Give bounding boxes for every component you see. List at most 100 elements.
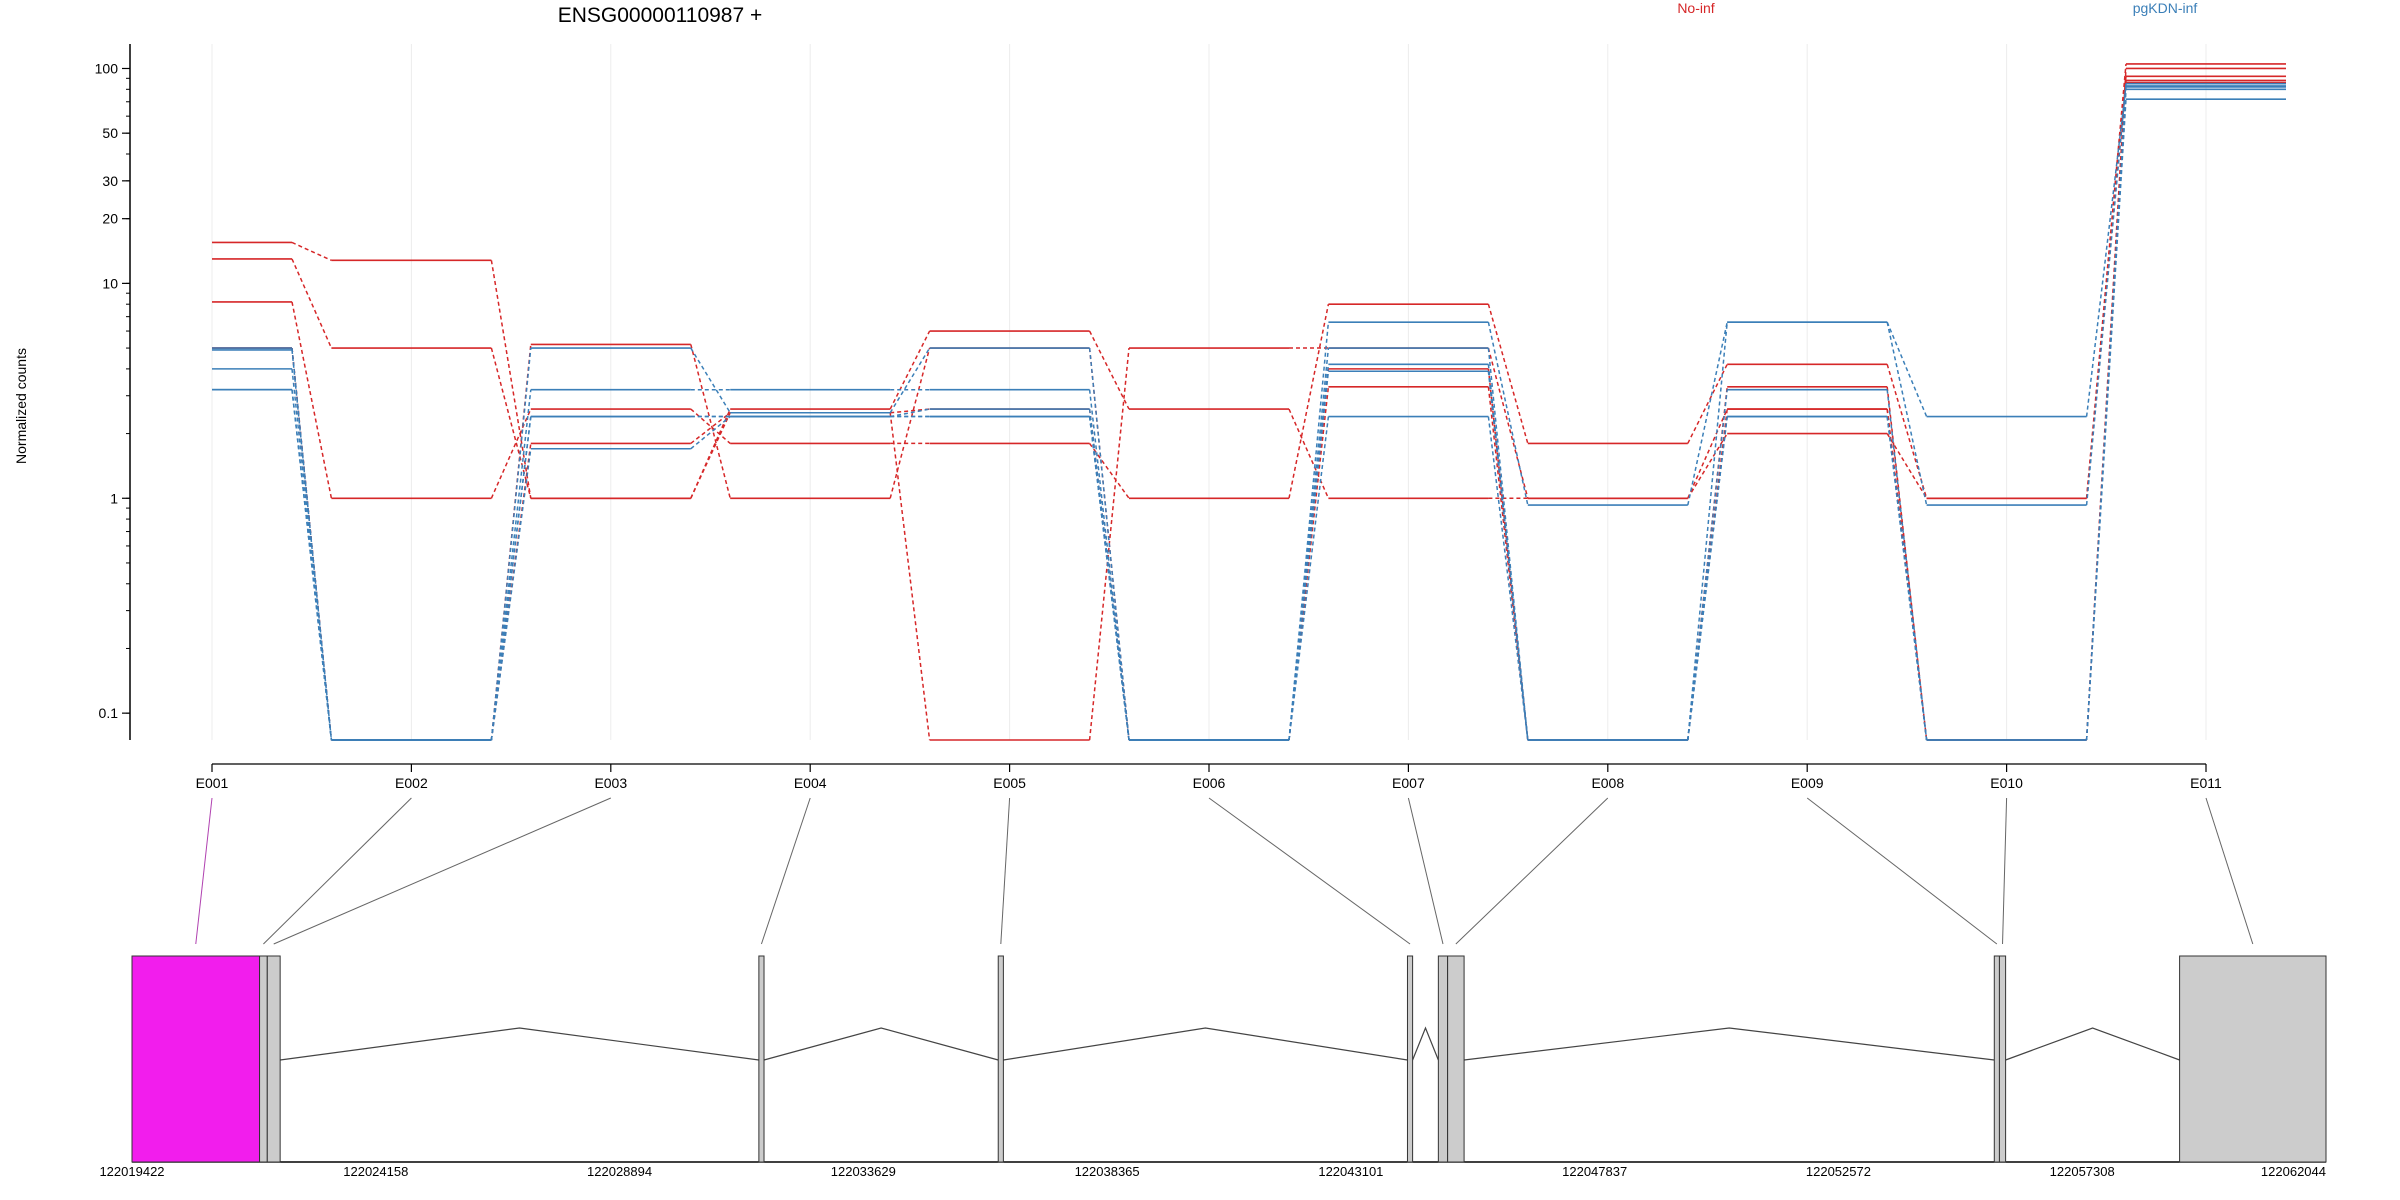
series-pgkdn-inf xyxy=(212,85,2286,741)
exon-transition xyxy=(1088,330,1130,410)
series-pgkdn-inf xyxy=(212,98,2286,741)
exon-connector xyxy=(1000,797,1011,945)
exon-transition xyxy=(2085,85,2127,417)
intron-line xyxy=(1412,1026,1439,1061)
intron-line xyxy=(763,1027,999,1061)
x-tick-label: E003 xyxy=(594,775,627,791)
exon-transition xyxy=(490,260,532,499)
exon-transition xyxy=(291,301,333,499)
genomic-tick-label: 122047837 xyxy=(1562,1164,1627,1179)
genomic-tick-label: 122024158 xyxy=(343,1164,408,1179)
chart-title: ENSG00000110987 + xyxy=(558,4,763,27)
series-no-inf xyxy=(212,63,2286,741)
exon-connector-lines xyxy=(195,797,2254,945)
series-no-inf xyxy=(212,79,2286,741)
exon-transition xyxy=(2085,83,2127,506)
exon-transition xyxy=(690,408,731,444)
intron-line xyxy=(280,1027,759,1061)
exon-transition xyxy=(1886,433,1928,499)
exon-transition xyxy=(1687,416,1728,741)
genomic-axis: 122019422 122024158 122028894 122033629 1220… xyxy=(99,1164,2326,1179)
exon-block-e009 xyxy=(1993,955,2000,1163)
exon-transition xyxy=(291,389,333,741)
exon-connector xyxy=(1407,797,1444,945)
exon-transition xyxy=(690,412,731,444)
exon-block-e001 xyxy=(131,955,261,1163)
exon-block-e002 xyxy=(259,955,268,1163)
y-tick-label: 50 xyxy=(102,125,118,141)
x-tick-label: E004 xyxy=(794,775,827,791)
x-tick-label: E010 xyxy=(1990,775,2023,791)
exon-transition xyxy=(1288,408,1330,499)
exon-transition xyxy=(1088,416,1130,741)
exon-transition xyxy=(690,347,731,414)
genomic-tick-label: 122052572 xyxy=(1806,1164,1871,1179)
series-pgkdn-inf xyxy=(212,86,2286,741)
x-tick-label: E005 xyxy=(993,775,1026,791)
exon-transition xyxy=(1088,347,1130,741)
exon-transition xyxy=(490,347,532,499)
x-tick-label: E006 xyxy=(1193,775,1226,791)
exon-block-e006 xyxy=(1406,955,1414,1163)
exon-transition xyxy=(1288,416,1330,741)
exon-transition xyxy=(1288,386,1330,741)
exon-transition xyxy=(490,416,532,741)
exon-transition xyxy=(690,344,731,499)
exon-block-e008 xyxy=(1447,955,1465,1163)
exon-transition xyxy=(291,258,333,349)
exon-connector xyxy=(263,797,412,945)
x-tick-label: E002 xyxy=(395,775,428,791)
y-tick-label: 30 xyxy=(102,173,118,189)
y-tick-label: 20 xyxy=(102,211,118,227)
y-tick-label: 1 xyxy=(110,490,118,506)
exon-transition xyxy=(690,408,731,499)
y-tick-label: 100 xyxy=(95,60,119,76)
x-axis: E001 E002 E003 E004 E005 E006 E007 E008 E009 E010… xyxy=(196,763,2222,791)
exon-transition xyxy=(291,241,332,262)
x-tick-label: E009 xyxy=(1791,775,1824,791)
exon-connector xyxy=(273,797,611,945)
genomic-tick-label: 122038365 xyxy=(1075,1164,1140,1179)
exon-transition xyxy=(1687,363,1728,444)
exon-connector xyxy=(1806,797,1998,945)
exon-block-e010 xyxy=(1998,955,2007,1163)
genomic-tick-label: 122043101 xyxy=(1318,1164,1383,1179)
exon-transition xyxy=(890,408,930,418)
exon-transition xyxy=(1088,389,1130,741)
genomic-tick-label: 122028894 xyxy=(587,1164,652,1179)
exon-transition xyxy=(1088,442,1130,499)
exon-connector xyxy=(2205,797,2254,945)
series-lines xyxy=(212,63,2286,741)
y-axis: 0.1 1 10 20 30 50 100 xyxy=(95,44,131,740)
x-tick-label: E011 xyxy=(2190,775,2222,791)
exon-transition xyxy=(890,408,930,414)
exon-connector xyxy=(2002,797,2008,945)
exon-transition xyxy=(889,330,931,410)
exon-transition xyxy=(1487,347,1529,741)
exon-transition xyxy=(1687,408,1728,499)
x-tick-label: E008 xyxy=(1591,775,1624,791)
y-tick-label: 0.1 xyxy=(99,705,119,721)
exon-connector xyxy=(760,797,811,945)
exon-transition xyxy=(490,347,532,741)
exon-transition xyxy=(490,408,532,499)
exon-connector xyxy=(1455,797,1609,945)
exon-block-e011 xyxy=(2179,955,2327,1163)
genomic-tick-label: 122033629 xyxy=(831,1164,896,1179)
exon-block-e005 xyxy=(997,955,1004,1163)
exon-transition xyxy=(2085,99,2127,741)
intron-line xyxy=(1464,1027,1995,1061)
exon-transition xyxy=(1886,321,1928,417)
genomic-tick-label: 122057308 xyxy=(2050,1164,2115,1179)
exon-transition xyxy=(1886,389,1928,741)
exon-block-e003 xyxy=(266,955,281,1163)
exon-connector xyxy=(195,797,213,945)
exon-transition xyxy=(1487,303,1529,444)
series-no-inf xyxy=(212,75,2286,500)
intron-line xyxy=(2005,1027,2180,1061)
genomic-tick-label: 122062044 xyxy=(2261,1164,2326,1179)
y-axis-label: Normalized counts xyxy=(13,348,29,464)
exon-transition xyxy=(889,412,931,741)
intron-line xyxy=(1003,1027,1408,1061)
